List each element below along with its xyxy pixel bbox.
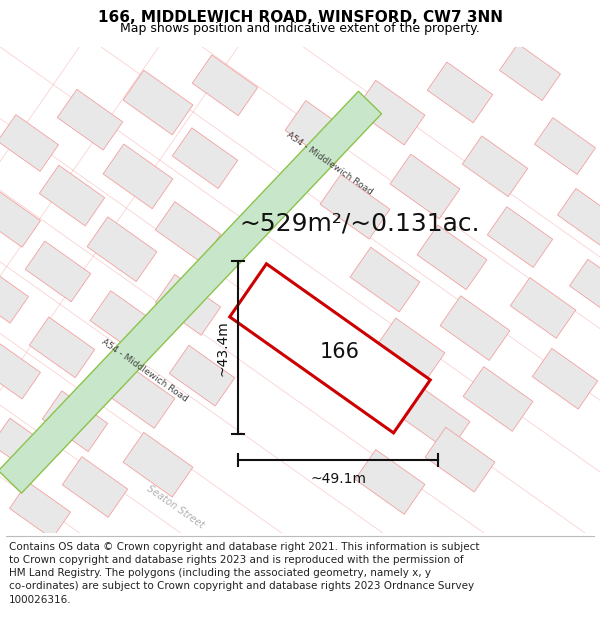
Text: Contains OS data © Crown copyright and database right 2021. This information is : Contains OS data © Crown copyright and d… (9, 542, 479, 604)
Polygon shape (569, 259, 600, 316)
Polygon shape (500, 44, 560, 101)
Polygon shape (440, 296, 510, 361)
Polygon shape (0, 342, 40, 399)
Polygon shape (463, 367, 533, 431)
Polygon shape (62, 457, 128, 518)
Text: Map shows position and indicative extent of the property.: Map shows position and indicative extent… (120, 22, 480, 35)
Polygon shape (169, 346, 235, 406)
Text: ~529m²/~0.131ac.: ~529m²/~0.131ac. (239, 212, 481, 236)
Text: 166, MIDDLEWICH ROAD, WINSFORD, CW7 3NN: 166, MIDDLEWICH ROAD, WINSFORD, CW7 3NN (97, 10, 503, 25)
Polygon shape (172, 128, 238, 189)
Polygon shape (155, 274, 221, 335)
Polygon shape (0, 114, 58, 171)
Polygon shape (375, 318, 445, 382)
Polygon shape (0, 266, 28, 323)
Polygon shape (425, 428, 495, 492)
Polygon shape (355, 80, 425, 145)
Polygon shape (463, 136, 527, 197)
Polygon shape (40, 165, 104, 226)
Polygon shape (487, 207, 553, 268)
Polygon shape (0, 418, 52, 475)
Text: ~49.1m: ~49.1m (310, 472, 366, 486)
Polygon shape (320, 174, 390, 239)
Polygon shape (10, 482, 70, 539)
Polygon shape (123, 70, 193, 135)
Polygon shape (29, 317, 95, 378)
Polygon shape (511, 278, 575, 338)
Polygon shape (390, 154, 460, 219)
Polygon shape (123, 432, 193, 497)
Polygon shape (557, 189, 600, 245)
Polygon shape (230, 264, 430, 433)
Polygon shape (0, 191, 40, 248)
Polygon shape (532, 348, 598, 409)
Text: A54 - Middlewich Road: A54 - Middlewich Road (285, 130, 375, 196)
Polygon shape (355, 449, 425, 514)
Polygon shape (58, 89, 122, 150)
Polygon shape (105, 364, 175, 428)
Text: ~43.4m: ~43.4m (216, 320, 230, 376)
Polygon shape (25, 241, 91, 302)
Text: 166: 166 (320, 342, 360, 362)
Polygon shape (90, 291, 160, 356)
Polygon shape (155, 202, 221, 262)
Polygon shape (43, 391, 107, 451)
Text: A54 - Middlewich Road: A54 - Middlewich Road (100, 338, 190, 404)
Polygon shape (193, 55, 257, 116)
Polygon shape (103, 144, 173, 209)
Polygon shape (0, 91, 382, 493)
Polygon shape (417, 225, 487, 289)
Polygon shape (400, 387, 470, 451)
Text: Seaton Street: Seaton Street (145, 484, 205, 531)
Polygon shape (535, 118, 595, 174)
Polygon shape (427, 62, 493, 122)
Polygon shape (87, 217, 157, 281)
Polygon shape (350, 248, 420, 312)
Polygon shape (285, 101, 355, 165)
